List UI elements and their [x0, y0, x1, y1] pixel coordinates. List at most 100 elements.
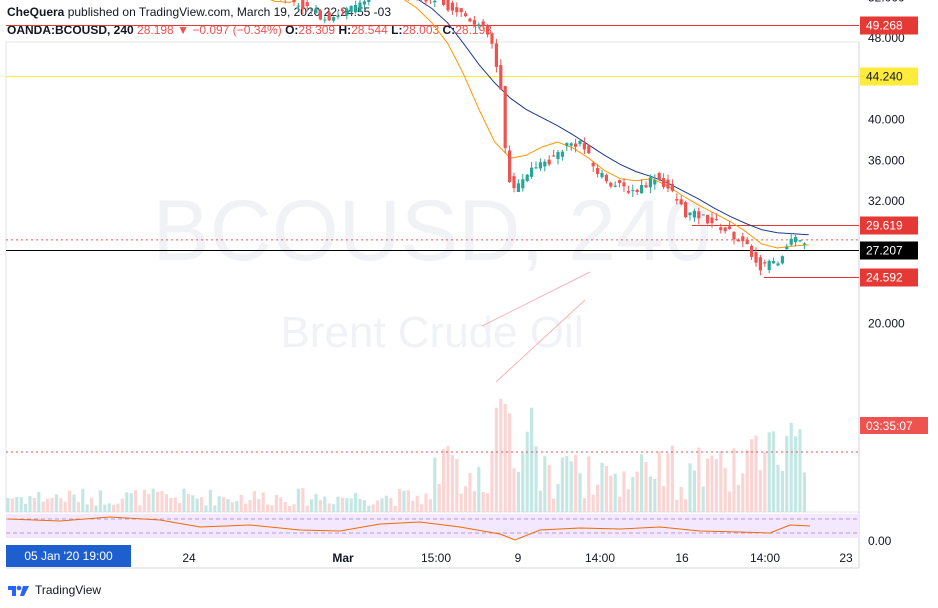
- volume-bar: [785, 436, 789, 512]
- volume-bar: [107, 503, 111, 512]
- volume-bar: [257, 499, 261, 512]
- x-tick-label: 9: [515, 551, 522, 565]
- candle-body: [600, 172, 604, 178]
- candle-body: [723, 227, 727, 232]
- candle-body: [794, 236, 798, 243]
- candle-body: [362, 1, 366, 5]
- volume-bar: [516, 471, 520, 512]
- volume-bar: [76, 502, 80, 512]
- volume-bar: [640, 454, 644, 512]
- volume-bar: [103, 504, 107, 512]
- volume-bar: [226, 499, 230, 512]
- candle-body: [631, 190, 635, 192]
- candle-body: [613, 185, 617, 187]
- candle-body: [292, 0, 296, 3]
- volume-bar: [481, 491, 485, 512]
- volume-bar: [6, 498, 10, 512]
- volume-bar: [230, 502, 234, 512]
- volume-bar: [120, 498, 124, 512]
- volume-bar: [736, 484, 740, 512]
- price-change: −0.097 (−0.34%): [192, 23, 282, 37]
- volume-bar: [433, 457, 437, 512]
- x-tick-label: 14:00: [585, 551, 615, 565]
- low-label: L:: [391, 23, 403, 37]
- last-price: 28.198: [137, 23, 174, 37]
- candle-body: [354, 4, 358, 13]
- x-tick-label: 16: [675, 551, 689, 565]
- volume-bar: [477, 466, 481, 512]
- candle-body: [644, 185, 648, 188]
- close-label: C:: [442, 23, 456, 37]
- candle-body: [490, 33, 494, 44]
- volume-bar: [591, 494, 595, 512]
- volume-bars: [6, 398, 806, 512]
- price-tag-label: 29.619: [866, 219, 903, 233]
- tradingview-logo[interactable]: TradingView: [8, 581, 101, 599]
- crosshair-date-badge: 05 Jan '20 19:00: [6, 545, 131, 567]
- volume-bar: [763, 451, 767, 512]
- y-tick-label: 40.000: [868, 113, 905, 127]
- volume-bar: [248, 499, 252, 512]
- volume-bar: [46, 498, 50, 512]
- candle-body: [728, 226, 732, 230]
- volume-bar: [424, 493, 428, 512]
- volume-bar: [723, 467, 727, 512]
- y-tick-label: 36.000: [868, 153, 905, 167]
- volume-bar: [802, 472, 806, 512]
- volume-bar: [666, 453, 670, 512]
- candle-body: [596, 168, 600, 175]
- volume-bar: [68, 490, 72, 512]
- volume-bar: [37, 492, 41, 512]
- price-tag: [860, 16, 918, 35]
- volume-bar: [270, 505, 274, 512]
- volume-bar: [28, 496, 32, 512]
- volume-bar: [455, 458, 459, 512]
- volume-bar: [741, 473, 745, 512]
- candle-body: [336, 16, 340, 18]
- countdown-tag: [860, 417, 928, 434]
- candle-body: [323, 19, 327, 21]
- volume-bar: [178, 502, 182, 512]
- volume-bar: [442, 449, 446, 512]
- price-lines: [6, 25, 859, 453]
- volume-bar: [503, 403, 507, 512]
- candle-body: [710, 217, 714, 224]
- publish-line: CheQuera published on TradingView.com, M…: [7, 4, 391, 20]
- volume-bar: [332, 504, 336, 512]
- candle-body: [662, 178, 666, 188]
- volume-bar: [10, 498, 14, 512]
- volume-bar: [657, 451, 661, 512]
- y-tick-label: 32.000: [868, 194, 905, 208]
- y-tick-label: 52.000: [868, 0, 905, 4]
- publisher-name[interactable]: CheQuera: [7, 5, 65, 19]
- volume-bar: [604, 465, 608, 512]
- volume-bar: [164, 494, 168, 512]
- volume-bar: [384, 495, 388, 512]
- volume-bar: [609, 475, 613, 512]
- volume-bar: [772, 431, 776, 512]
- volume-bar: [398, 488, 402, 512]
- volume-bar: [151, 488, 155, 512]
- candle-body: [706, 214, 710, 224]
- symbol-name[interactable]: OANDA:BCOUSD, 240: [7, 23, 134, 37]
- volume-bar: [587, 456, 591, 512]
- volume-bar: [556, 483, 560, 512]
- volume-bar: [578, 473, 582, 512]
- candle-body: [538, 162, 542, 169]
- candle-body: [688, 212, 692, 216]
- candle-body: [565, 143, 569, 146]
- volume-bar: [305, 505, 309, 512]
- candle-body: [635, 189, 639, 193]
- x-tick-label: 15:00: [421, 551, 451, 565]
- candle-body: [789, 238, 793, 245]
- volume-bar: [420, 504, 424, 512]
- volume-bar: [648, 476, 652, 512]
- volume-bar: [684, 499, 688, 512]
- volume-bar: [459, 493, 463, 512]
- volume-bar: [525, 431, 529, 512]
- volume-bar: [85, 504, 89, 512]
- candle-body: [301, 0, 305, 10]
- candle-body: [692, 210, 696, 218]
- candle-body: [450, 2, 454, 11]
